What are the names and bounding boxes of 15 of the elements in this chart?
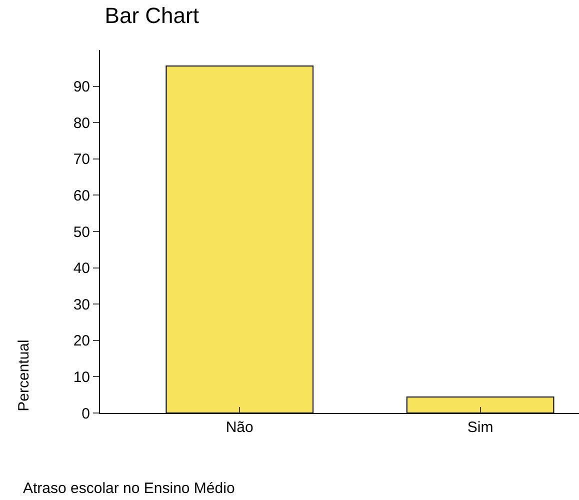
y-tick-label: 0 — [82, 405, 90, 422]
y-axis-title: Percentual — [15, 340, 32, 412]
y-tick-label: 90 — [73, 78, 90, 96]
x-tick-label: Não — [226, 419, 254, 436]
y-tick-label: 30 — [73, 296, 90, 314]
y-tick-label: 60 — [73, 187, 90, 204]
y-tick-label: 70 — [73, 151, 90, 168]
chart-title: Bar Chart — [104, 2, 199, 28]
y-tick-label: 40 — [73, 260, 90, 278]
y-tick-label: 10 — [73, 368, 90, 386]
y-tick-label: 80 — [73, 114, 90, 132]
y-tick-label: 50 — [73, 224, 90, 241]
y-tick-label: 20 — [73, 332, 90, 350]
x-axis-title: Atraso escolar no Ensino Médio — [23, 480, 235, 497]
x-tick-label: Sim — [467, 419, 494, 436]
